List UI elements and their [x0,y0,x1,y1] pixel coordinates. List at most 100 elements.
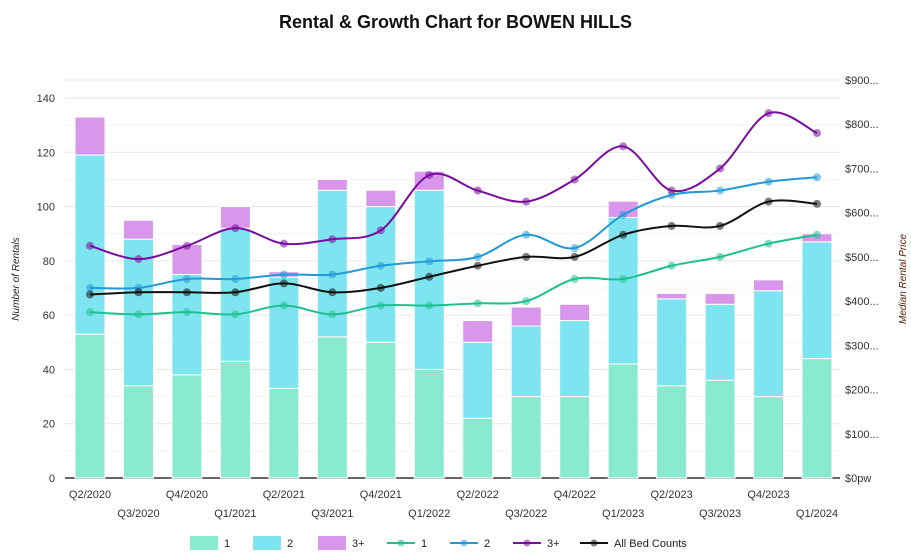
bar-2-bed [268,276,300,389]
point-1-price [134,310,143,319]
bar-3plus-bed [316,178,348,191]
legend-label: 3+ [352,538,365,550]
point-2-price [813,173,821,182]
point-all-price [522,252,531,261]
point-2-price [376,261,385,270]
x-tick-label: Q2/2021 [263,489,305,501]
x-tick-label: Q1/2022 [408,508,450,520]
legend-label: 2 [484,538,490,550]
point-all-price [134,288,143,297]
point-1-price [716,252,725,261]
y2-tick-label: $200... [845,385,879,397]
bar-3plus-bed [704,292,736,305]
line-all-price [89,199,818,296]
point-1-price [619,275,628,283]
bar-1-bed [122,385,154,479]
legend-label: 3+ [547,538,560,550]
bar-1-bed [801,358,833,479]
point-3plus-price [667,186,676,195]
bar-2-bed [801,241,833,360]
point-all-price [376,283,385,292]
point-2-price [619,210,628,219]
point-2-price [570,244,579,253]
point-all-price [86,290,94,299]
point-2-price [328,270,337,279]
y2-tick-label: $300... [845,340,879,352]
y-tick-label: 0 [49,473,55,485]
bar-1-bed [510,396,542,479]
legend-marker [460,539,468,547]
point-2-price [86,283,94,292]
bar-1-bed [607,363,639,479]
point-1-price [231,310,240,319]
legend-marker [590,539,598,547]
bar-2-bed [462,341,494,419]
line-2-price [89,176,818,290]
legend-swatch [190,536,218,550]
bar-1-bed [753,396,785,479]
point-3plus-price [182,241,191,250]
legend-label: 2 [287,538,293,550]
legend-swatch [318,536,346,550]
point-1-price [667,261,676,270]
x-tick-label: Q1/2021 [214,508,256,520]
y2-axis-title: Median Rental Price [898,234,909,324]
legend-label: 1 [224,538,230,550]
bar-3plus-bed [753,279,785,292]
x-tick-label: Q1/2023 [602,508,644,520]
y-tick-label: 20 [43,419,55,431]
bar-2-bed [559,320,591,398]
y2-tick-label: $500... [845,252,879,264]
y-tick-label: 140 [37,93,55,105]
point-2-price [182,275,191,283]
bar-3plus-bed [510,306,542,327]
bar-2-bed [753,290,785,398]
bar-3plus-bed [74,116,106,156]
y2-tick-label: $900... [845,75,879,87]
bar-3plus-bed [559,303,591,322]
point-1-price [279,301,288,310]
bar-1-bed [656,385,688,479]
point-2-price [425,257,434,266]
bar-2-bed [704,303,736,381]
legend-label: 1 [421,538,427,550]
line-1-price [89,233,818,316]
bar-1-bed [74,333,106,479]
x-tick-label: Q3/2021 [311,508,353,520]
y2-tick-label: $0pw [845,473,871,485]
bar-1-bed [316,336,348,479]
point-2-price [716,186,725,195]
point-all-price [279,279,288,288]
legend-marker [523,539,531,547]
point-1-price [570,275,579,283]
x-tick-label: Q1/2024 [796,508,838,520]
point-2-price [279,270,288,279]
bar-1-bed [219,360,251,479]
point-1-price [813,230,821,239]
point-1-price [473,299,482,308]
y2-tick-label: $800... [845,119,879,131]
point-3plus-price [328,235,337,244]
point-1-price [328,310,337,319]
point-1-price [522,297,531,306]
point-3plus-price [425,171,434,180]
point-all-price [231,288,240,297]
bar-3plus-bed [462,320,494,343]
y2-tick-label: $600... [845,208,879,220]
bar-3plus-bed [365,189,397,208]
point-3plus-price [376,226,385,235]
point-3plus-price [619,142,628,151]
point-3plus-price [231,224,240,233]
point-all-price [716,221,725,230]
point-3plus-price [134,255,143,264]
point-3plus-price [813,129,821,138]
x-tick-label: Q4/2023 [747,489,789,501]
x-tick-label: Q4/2020 [166,489,208,501]
point-3plus-price [473,186,482,195]
point-all-price [619,230,628,239]
point-all-price [570,252,579,261]
line-3plus-price [89,111,818,261]
point-3plus-price [279,239,288,248]
